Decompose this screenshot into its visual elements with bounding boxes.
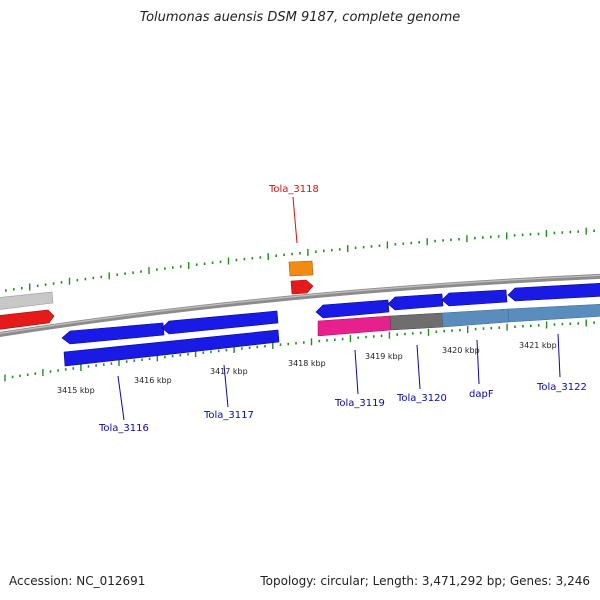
scale-label: 3420 kbp bbox=[442, 346, 480, 355]
gene-label-tola-3119[interactable]: Tola_3119 bbox=[334, 398, 385, 409]
scale-label: 3421 kbp bbox=[519, 341, 557, 350]
cds-gray-segment[interactable] bbox=[389, 312, 444, 331]
label-leaders bbox=[117, 196, 561, 421]
cds-steel-segment-2[interactable] bbox=[507, 304, 600, 323]
left-gene-group bbox=[0, 291, 55, 330]
scale-labels: 3415 kbp 3416 kbp 3417 kbp 3418 kbp 3419… bbox=[57, 341, 557, 395]
gene-red-partial[interactable] bbox=[0, 309, 55, 330]
cds-steel-segment-1[interactable] bbox=[441, 308, 510, 328]
gene-arrow-tola-3117-upper[interactable] bbox=[161, 310, 279, 335]
left-cds-track bbox=[61, 310, 280, 367]
cds-pink-segment[interactable] bbox=[317, 315, 392, 337]
leader-tola-3116 bbox=[117, 375, 125, 421]
gene-arrow-dapf[interactable] bbox=[441, 289, 508, 307]
gene-label-tola-3117[interactable]: Tola_3117 bbox=[203, 410, 254, 421]
scale-label: 3415 kbp bbox=[57, 386, 95, 395]
leader-tola-3120 bbox=[416, 344, 421, 390]
scale-label: 3417 kbp bbox=[210, 367, 248, 376]
accession-label: Accession: NC_012691 bbox=[9, 574, 146, 588]
gene-label-tola-3116[interactable]: Tola_3116 bbox=[98, 423, 149, 434]
leader-tola-3119 bbox=[354, 349, 359, 395]
gene-gray-partial[interactable] bbox=[0, 291, 54, 310]
gene-arrow-tola-3116-upper[interactable] bbox=[61, 322, 165, 345]
genome-backbone-highlight bbox=[0, 274, 600, 335]
inner-tick-ring bbox=[4, 319, 595, 382]
gene-arrow-tola-3122[interactable] bbox=[507, 282, 600, 302]
gene-label-tola-3122[interactable]: Tola_3122 bbox=[536, 382, 587, 393]
scale-label: 3418 kbp bbox=[288, 359, 326, 368]
genome-backbone bbox=[0, 273, 600, 337]
leader-dapf bbox=[476, 339, 480, 385]
genome-summary: Topology: circular; Length: 3,471,292 bp… bbox=[260, 574, 590, 588]
leader-tola-3122 bbox=[557, 333, 561, 378]
gene-label-tola-3120[interactable]: Tola_3120 bbox=[396, 393, 447, 404]
gene-label-dapf[interactable]: dapF bbox=[469, 389, 494, 400]
gene-red-tola-3118[interactable] bbox=[290, 279, 314, 295]
scale-label: 3419 kbp bbox=[365, 352, 403, 361]
gene-label-tola-3118[interactable]: Tola_3118 bbox=[268, 184, 319, 195]
leader-tola-3117 bbox=[223, 364, 229, 408]
gene-arrow-tola-3119[interactable] bbox=[315, 299, 390, 319]
map-title: Tolumonas auensis DSM 9187, complete gen… bbox=[139, 10, 461, 25]
tola-3118-group bbox=[288, 260, 314, 295]
right-cds-track bbox=[315, 282, 600, 337]
outer-tick-ring bbox=[5, 227, 595, 292]
scale-label: 3416 kbp bbox=[134, 376, 172, 385]
gene-orange-tola-3118[interactable] bbox=[288, 260, 314, 277]
gene-bar-tola-3116-lower[interactable] bbox=[63, 329, 280, 367]
leader-tola-3118 bbox=[292, 196, 298, 244]
gene-labels: Tola_3118 Tola_3116 Tola_3117 Tola_3119 … bbox=[98, 184, 587, 434]
gene-arrow-tola-3120[interactable] bbox=[387, 293, 444, 311]
